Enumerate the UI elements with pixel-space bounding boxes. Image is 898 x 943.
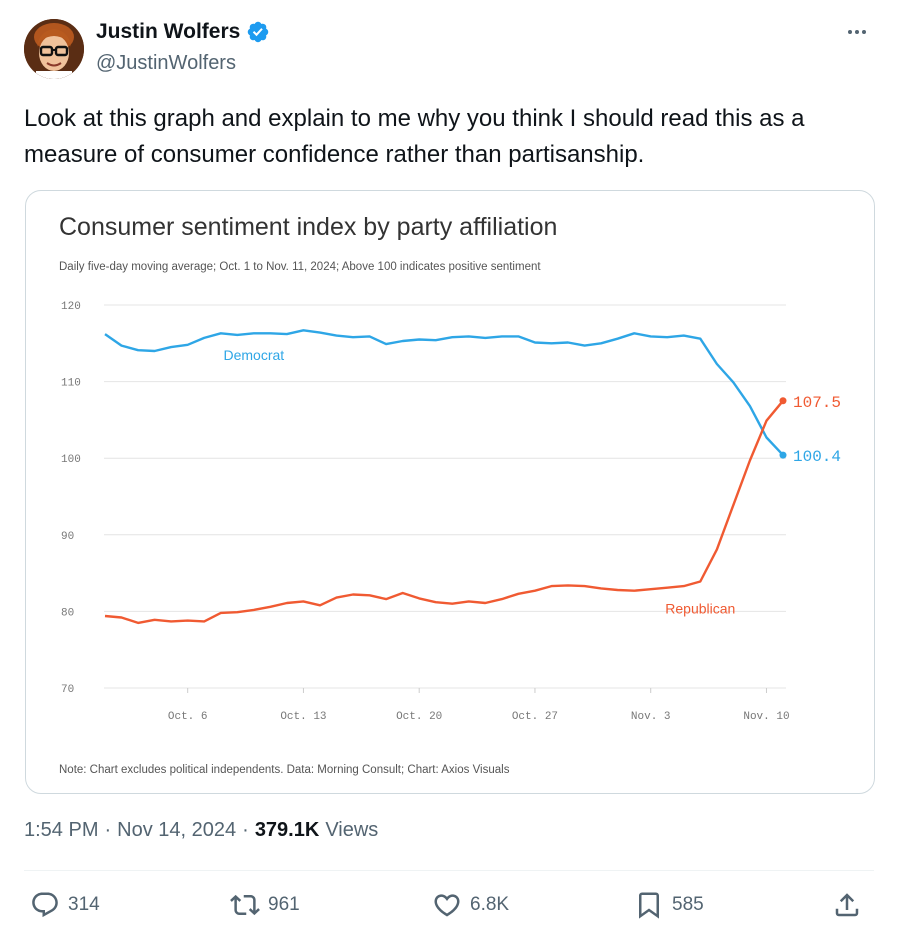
reply-count: 314 — [68, 894, 100, 915]
handle[interactable]: @JustinWolfers — [96, 52, 236, 74]
tweet-text: Look at this graph and explain to me why… — [24, 101, 884, 173]
chart: Consumer sentiment index by party affili… — [59, 213, 841, 776]
tweet-time[interactable]: 1:54 PM — [24, 819, 99, 841]
avatar[interactable] — [24, 19, 84, 79]
more-icon[interactable] — [842, 20, 872, 44]
chart-labels: 120 110 100 90 80 70 Oct. 6 Oct. 13 Oct. 20 Oct. … — [61, 301, 841, 723]
series-line-republican — [104, 400, 784, 625]
x-tick-label: Oct. 20 — [396, 711, 442, 723]
avatar-image — [24, 19, 84, 79]
repost-icon — [230, 894, 260, 916]
share-icon — [835, 893, 859, 917]
x-tick-label: Nov. 10 — [743, 711, 789, 723]
bookmark-count: 585 — [672, 894, 704, 915]
series-end-label: 100.4 — [793, 448, 841, 466]
x-tick-label: Nov. 3 — [631, 711, 671, 723]
chart-lines — [104, 329, 787, 625]
series-name-label: Republican — [665, 601, 735, 617]
chart-title: Consumer sentiment index by party affili… — [59, 213, 557, 241]
repost-count: 961 — [268, 894, 300, 915]
meta-separator: · — [104, 819, 112, 841]
display-name[interactable]: Justin Wolfers — [96, 20, 241, 43]
chart-image[interactable]: Consumer sentiment index by party affili… — [25, 190, 875, 794]
divider — [24, 870, 874, 871]
tweet-meta: 1:54 PM · Nov 14, 2024 · 379.1K Views — [24, 819, 378, 842]
reply-icon — [32, 892, 58, 918]
like-button[interactable]: 6.8K — [432, 890, 509, 920]
bookmark-icon — [639, 892, 659, 919]
verified-badge-icon[interactable] — [246, 20, 270, 44]
y-tick-label: 110 — [61, 378, 81, 390]
tweet-date[interactable]: Nov 14, 2024 — [117, 819, 237, 841]
bookmark-button[interactable]: 585 — [634, 890, 704, 920]
chart-grid — [104, 304, 786, 693]
reply-button[interactable]: 314 — [30, 890, 100, 920]
tweet-text-line-2: measure of consumer confidence rather th… — [24, 141, 645, 168]
x-tick-label: Oct. 13 — [280, 711, 326, 723]
like-count: 6.8K — [470, 894, 510, 915]
y-tick-label: 70 — [61, 684, 74, 696]
x-tick-label: Oct. 6 — [168, 711, 208, 723]
y-tick-label: 100 — [61, 454, 81, 466]
chart-note: Note: Chart excludes political independe… — [59, 764, 510, 776]
y-tick-label: 90 — [61, 531, 74, 543]
y-tick-label: 80 — [61, 607, 74, 619]
tweet-text-line-1: Look at this graph and explain to me why… — [24, 105, 805, 132]
views-count: 379.1K — [254, 819, 320, 841]
share-button[interactable] — [832, 890, 862, 920]
repost-button[interactable]: 961 — [230, 890, 300, 920]
meta-separator: · — [242, 819, 249, 841]
x-tick-label: Oct. 27 — [512, 711, 558, 723]
series-name-label: Democrat — [223, 347, 284, 363]
series-line-democrat — [104, 329, 784, 456]
series-end-point — [779, 451, 787, 459]
views-label: Views — [325, 819, 379, 841]
chart-subtitle: Daily five-day moving average; Oct. 1 to… — [59, 261, 541, 273]
series-end-label: 107.5 — [793, 394, 841, 412]
y-tick-label: 120 — [61, 301, 81, 313]
like-icon — [434, 894, 460, 917]
action-bar: 314 961 6.8K 585 — [24, 890, 874, 930]
series-end-point — [779, 397, 787, 405]
